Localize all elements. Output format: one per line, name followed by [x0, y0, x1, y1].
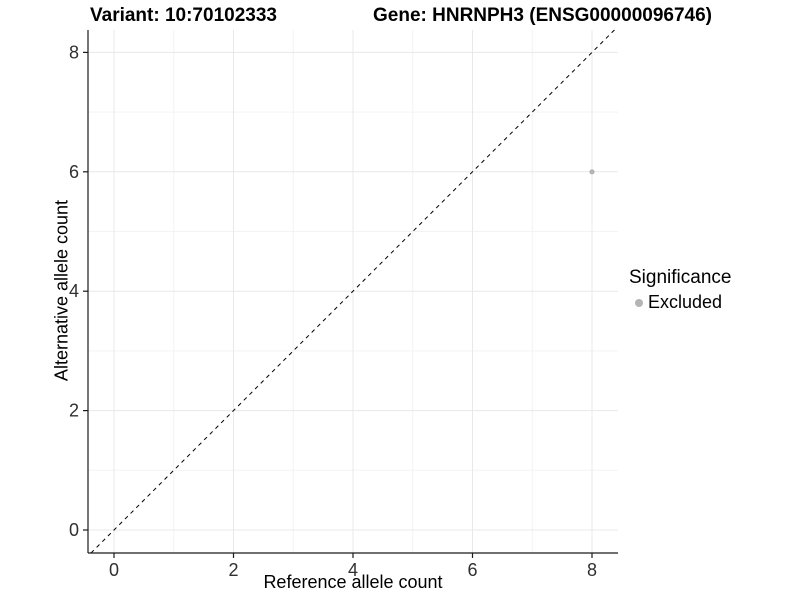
- x-tick-label: 6: [467, 560, 477, 580]
- identity-reference-line: [90, 29, 615, 554]
- x-tick-label: 4: [348, 560, 358, 580]
- y-tick-label: 8: [69, 42, 79, 62]
- x-tick-label: 2: [228, 560, 238, 580]
- x-axis-title: Reference allele count: [263, 572, 443, 592]
- plot-title-gene: Gene: HNRNPH3 (ENSG00000096746): [373, 5, 712, 26]
- legend-item-label: Excluded: [648, 292, 723, 312]
- y-tick-label: 0: [69, 520, 79, 540]
- data-point: [589, 169, 595, 175]
- legend-title: Significance: [629, 267, 732, 288]
- x-tick-label: 8: [587, 560, 597, 580]
- y-axis-title: Alternative allele count: [51, 199, 72, 382]
- y-tick-label: 4: [69, 281, 79, 301]
- legend-point-marker-icon: [635, 298, 643, 307]
- y-tick-label: 6: [69, 162, 79, 182]
- plot-title-variant: Variant: 10:70102333: [90, 5, 277, 26]
- x-tick-label: 0: [109, 560, 119, 580]
- y-tick-label: 2: [69, 401, 79, 421]
- legend-item-excluded: Excluded: [629, 292, 731, 313]
- legend: Significance Excluded: [629, 267, 731, 313]
